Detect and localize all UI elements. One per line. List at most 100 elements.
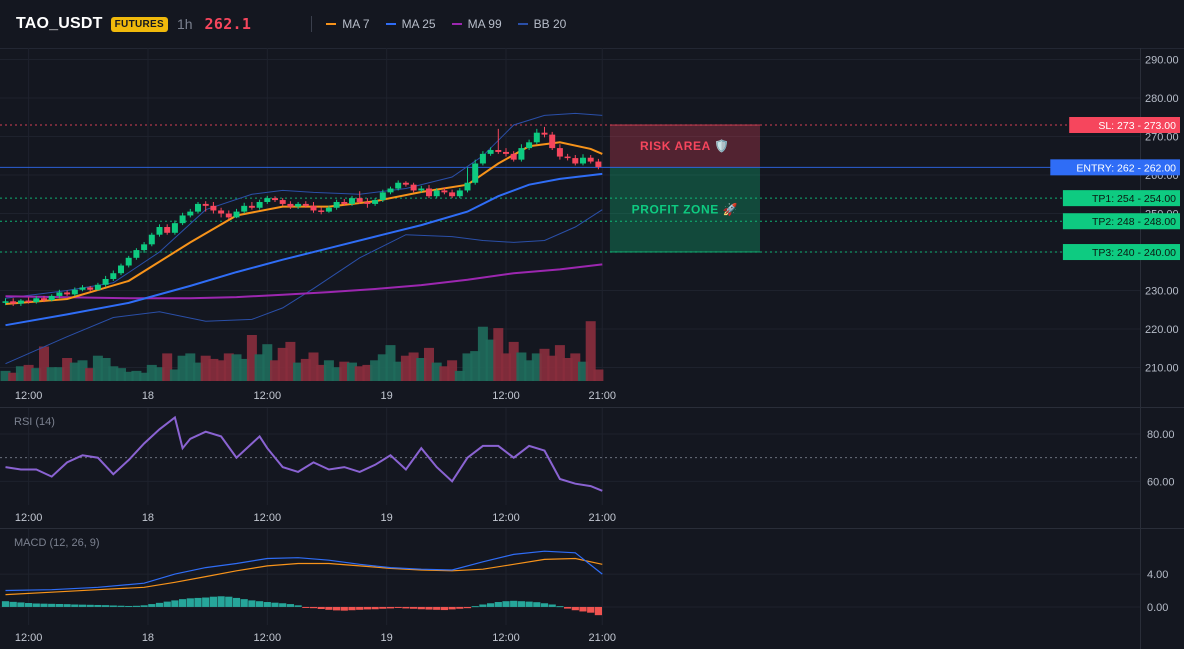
macd-histogram-bar bbox=[202, 597, 210, 607]
macd-histogram-bar bbox=[571, 606, 579, 611]
volume-bar bbox=[177, 355, 188, 381]
profit-zone-label: PROFIT ZONE 🚀 bbox=[632, 203, 739, 217]
volume-bar bbox=[162, 353, 173, 381]
price-tag-label: SL: 273 - 273.00 bbox=[1098, 120, 1176, 132]
candle-body bbox=[25, 300, 32, 303]
macd-histogram-bar bbox=[487, 603, 495, 607]
candle-body bbox=[449, 192, 456, 197]
volume-bar bbox=[539, 348, 550, 381]
candle-body bbox=[341, 201, 348, 204]
candle-body bbox=[395, 182, 402, 189]
time-tick-label: 12:00 bbox=[492, 390, 520, 402]
price-tag bbox=[1062, 244, 1180, 261]
macd-tick-label: 0.00 bbox=[1147, 602, 1168, 614]
candle-body bbox=[118, 265, 124, 274]
macd-histogram-bar bbox=[132, 605, 140, 607]
candle-body bbox=[171, 223, 178, 233]
volume-bar bbox=[347, 362, 357, 381]
price-tag bbox=[1062, 213, 1180, 230]
price-tag bbox=[1062, 190, 1180, 207]
candle-body bbox=[148, 234, 155, 245]
legend-bb20[interactable]: BB 20 bbox=[517, 17, 567, 31]
macd-histogram-bar bbox=[302, 606, 310, 608]
macd-histogram-bar bbox=[525, 601, 533, 607]
macd-histogram-bar bbox=[356, 606, 364, 610]
candle-body bbox=[549, 134, 556, 149]
candle-body bbox=[187, 211, 194, 216]
macd-histogram-bar bbox=[155, 602, 164, 607]
macd-histogram-bar bbox=[140, 605, 148, 607]
candle-body bbox=[418, 188, 425, 191]
candle-body bbox=[364, 201, 371, 204]
time-tick-label: 18 bbox=[142, 512, 154, 524]
time-tick-label: 21:00 bbox=[588, 390, 616, 402]
volume-bar bbox=[116, 368, 126, 381]
legend-ma7[interactable]: MA 7 bbox=[326, 17, 370, 31]
volume-bar bbox=[185, 353, 196, 381]
volume-bar bbox=[431, 362, 442, 381]
volume-bar bbox=[331, 367, 342, 381]
volume-bar bbox=[208, 358, 219, 381]
volume-bar bbox=[85, 368, 96, 381]
volume-bar bbox=[77, 360, 88, 381]
time-tick-label: 12:00 bbox=[254, 512, 282, 524]
volume-bar bbox=[123, 371, 134, 381]
macd-histogram-bar bbox=[63, 604, 71, 607]
time-tick-label: 12:00 bbox=[15, 632, 43, 644]
candle-body bbox=[318, 210, 325, 212]
macd-histogram-bar bbox=[40, 603, 48, 607]
macd-histogram-bar bbox=[425, 606, 433, 610]
macd-histogram-bar bbox=[71, 604, 79, 607]
macd-histogram-bar bbox=[256, 601, 264, 607]
macd-histogram-bar bbox=[263, 602, 271, 607]
candle-body bbox=[333, 201, 340, 208]
macd-histogram-bar bbox=[556, 606, 564, 608]
candle-body bbox=[41, 298, 47, 301]
volume-bar bbox=[554, 345, 565, 381]
volume-bar bbox=[585, 321, 596, 381]
volume-bar bbox=[424, 347, 434, 381]
legend-bb20-label: BB 20 bbox=[533, 17, 567, 31]
volume-bar bbox=[508, 341, 519, 381]
candle-body bbox=[202, 203, 209, 206]
macd-histogram-bar bbox=[309, 606, 318, 609]
macd-histogram-bar bbox=[564, 606, 572, 609]
volume-bar bbox=[578, 361, 588, 381]
volume-bar bbox=[562, 358, 573, 381]
candle-body bbox=[210, 205, 217, 211]
volume-bar bbox=[447, 360, 458, 381]
price-tag-label: TP1: 254 - 254.00 bbox=[1092, 193, 1176, 205]
macd-histogram-bar bbox=[232, 597, 241, 607]
volume-bar bbox=[362, 364, 373, 381]
candle-body bbox=[2, 301, 9, 303]
candle-body bbox=[225, 213, 232, 218]
macd-histogram-bar bbox=[517, 601, 525, 607]
candle-body bbox=[533, 132, 540, 143]
legend-ma25[interactable]: MA 25 bbox=[385, 17, 436, 31]
volume-bar bbox=[493, 328, 504, 381]
macd-histogram-bar bbox=[148, 604, 156, 607]
macd-histogram-bar bbox=[317, 606, 325, 609]
bb-upper-line bbox=[5, 112, 603, 299]
rsi-tick-label: 60.00 bbox=[1147, 476, 1175, 488]
macd-histogram-bar bbox=[194, 597, 202, 607]
candle-body bbox=[472, 163, 479, 183]
macd-histogram-bar bbox=[163, 601, 171, 607]
volume-bar bbox=[46, 367, 57, 381]
macd-histogram-bar bbox=[271, 602, 279, 607]
macd-histogram-bar bbox=[186, 598, 194, 607]
macd-histogram-bar bbox=[379, 606, 387, 609]
ma99-line bbox=[5, 263, 603, 300]
volume-bar bbox=[270, 360, 280, 381]
interval-label[interactable]: 1h bbox=[176, 16, 193, 32]
candle-body bbox=[272, 198, 278, 201]
symbol-label[interactable]: TAO_USDT bbox=[16, 15, 103, 32]
candle-body bbox=[587, 157, 594, 162]
volume-bar bbox=[262, 344, 273, 381]
time-tick-label: 12:00 bbox=[15, 512, 43, 524]
legend-ma99[interactable]: MA 99 bbox=[451, 17, 502, 31]
volume-bar bbox=[593, 369, 604, 381]
time-tick-label: 12:00 bbox=[492, 632, 520, 644]
volume-bar bbox=[462, 353, 473, 381]
